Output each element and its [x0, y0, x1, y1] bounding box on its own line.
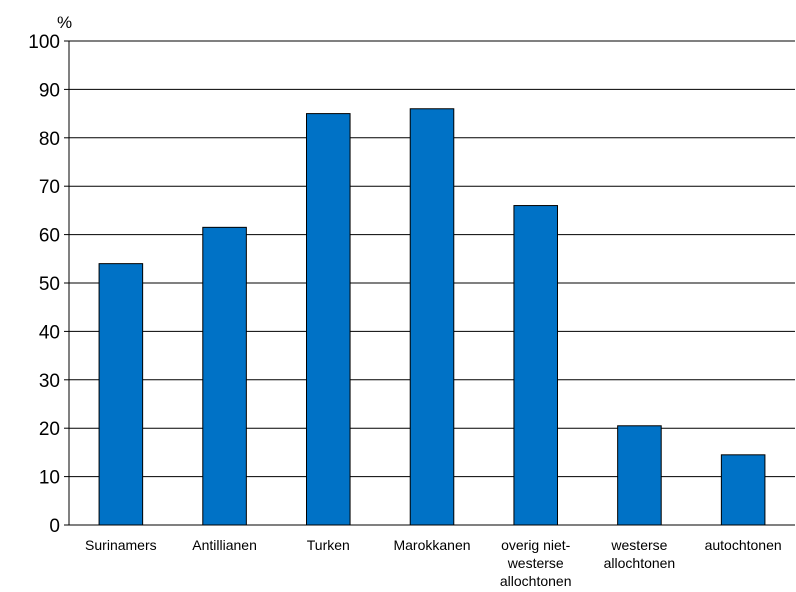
y-tick-label: 40: [39, 322, 60, 343]
bars: [98, 108, 766, 526]
y-tick-label: 10: [39, 468, 60, 489]
x-category-label: westerse allochtonen: [604, 537, 676, 571]
axes: [68, 41, 795, 526]
y-tick-label: 0: [49, 516, 60, 537]
bar: [617, 425, 662, 526]
y-tick-label: 60: [39, 226, 60, 247]
y-tick-label: 80: [39, 129, 60, 150]
bar: [98, 263, 144, 526]
bar: [306, 113, 351, 526]
bar: [202, 226, 247, 526]
y-tick-label: 20: [39, 419, 60, 440]
y-tick-label: 90: [39, 80, 60, 101]
y-tick-label: 30: [39, 371, 60, 392]
y-tick-label: 50: [39, 274, 60, 295]
x-axis-labels: Surinamers Antillianen Turken Marokkanen ove…: [85, 537, 782, 589]
y-axis-ticks: 0 10 20 30 40 50 60 70 80 90 100: [28, 32, 69, 537]
y-tick-label: 70: [39, 177, 60, 198]
y-tick-label: 100: [28, 32, 60, 53]
x-category-label: Turken: [307, 537, 350, 553]
x-category-label: Antillianen: [192, 537, 257, 553]
x-category-label: autochtonen: [705, 537, 782, 553]
bar: [409, 108, 455, 526]
bar: [720, 454, 766, 526]
x-category-label: Marokkanen: [393, 537, 470, 553]
bar: [513, 205, 558, 526]
x-category-label: Surinamers: [85, 537, 157, 553]
x-category-label: overig niet-westerse allochtonen: [500, 537, 572, 589]
y-axis-unit-label: %: [57, 13, 72, 32]
